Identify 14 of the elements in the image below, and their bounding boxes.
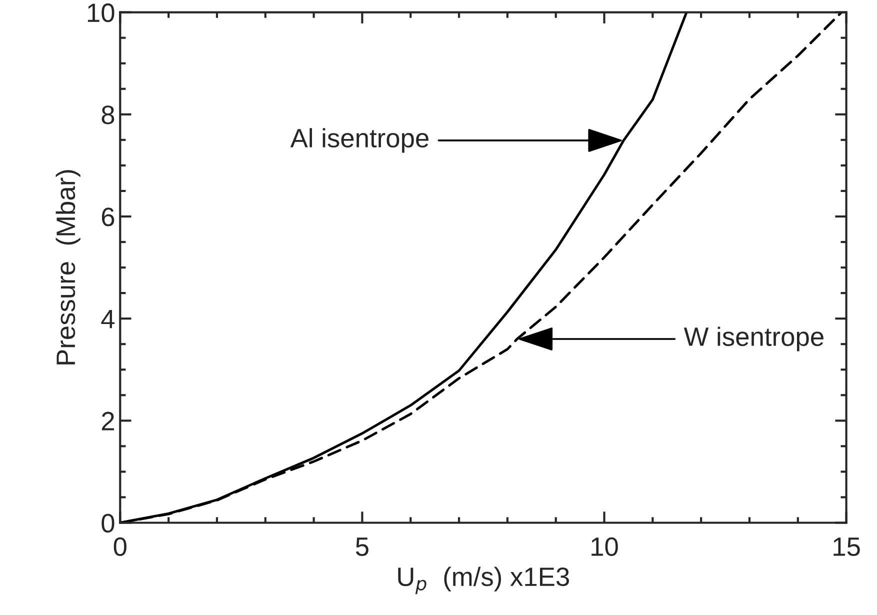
x-axis-title: U$_{p}$ (m/s) x1E3 (398, 566, 569, 594)
y-axis-title: Pressure (Mbar) (56, 170, 80, 364)
annotation: Al isentrope (290, 128, 428, 153)
y-tick-label: 2 (102, 412, 114, 430)
y-tick-label: 0 (102, 514, 114, 533)
annotation: W isentrope (684, 326, 824, 352)
y-tick-label: 8 (102, 106, 114, 124)
y-tick-label: 6 (102, 208, 114, 226)
x-tick-label: 5 (356, 538, 368, 556)
y-tick-label: 10 (88, 3, 114, 22)
x-tick-label: 15 (834, 538, 860, 556)
x-tick-label: 0 (114, 537, 126, 556)
x-tick-label: 10 (592, 537, 618, 556)
y-tick-label: 4 (101, 310, 115, 328)
